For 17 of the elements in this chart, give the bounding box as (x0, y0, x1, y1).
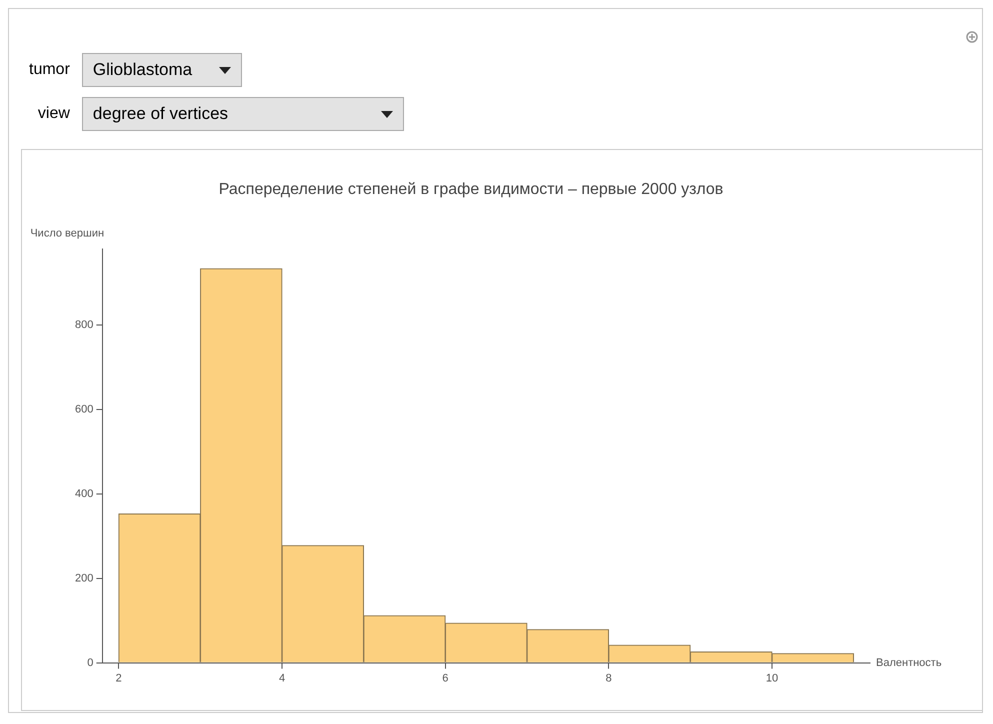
y-tick-label: 800 (74, 319, 94, 332)
dropdown-field: degree of vertices (82, 97, 404, 131)
x-tick-label: 8 (606, 672, 612, 684)
x-tick-label: 10 (766, 672, 778, 684)
chart-title: Распеределение степеней в графе видимости – первые 2000 узлов (218, 181, 724, 198)
x-tick-label: 2 (116, 672, 122, 684)
y-tick-label: 0 (87, 656, 94, 669)
text: view (36, 105, 70, 123)
dropdown-field: Glioblastoma (82, 53, 242, 87)
text: tumor (29, 61, 70, 79)
x-tick-label: 4 (278, 672, 286, 684)
y-axis-title: Число вершин (30, 228, 104, 240)
y-tick-label: 200 (74, 572, 94, 584)
y-tick-label: 400 (74, 488, 94, 500)
x-axis-title: Валентность (876, 656, 942, 669)
x-tick-label: 6 (442, 672, 448, 684)
y-tick-label: 600 (74, 404, 94, 416)
